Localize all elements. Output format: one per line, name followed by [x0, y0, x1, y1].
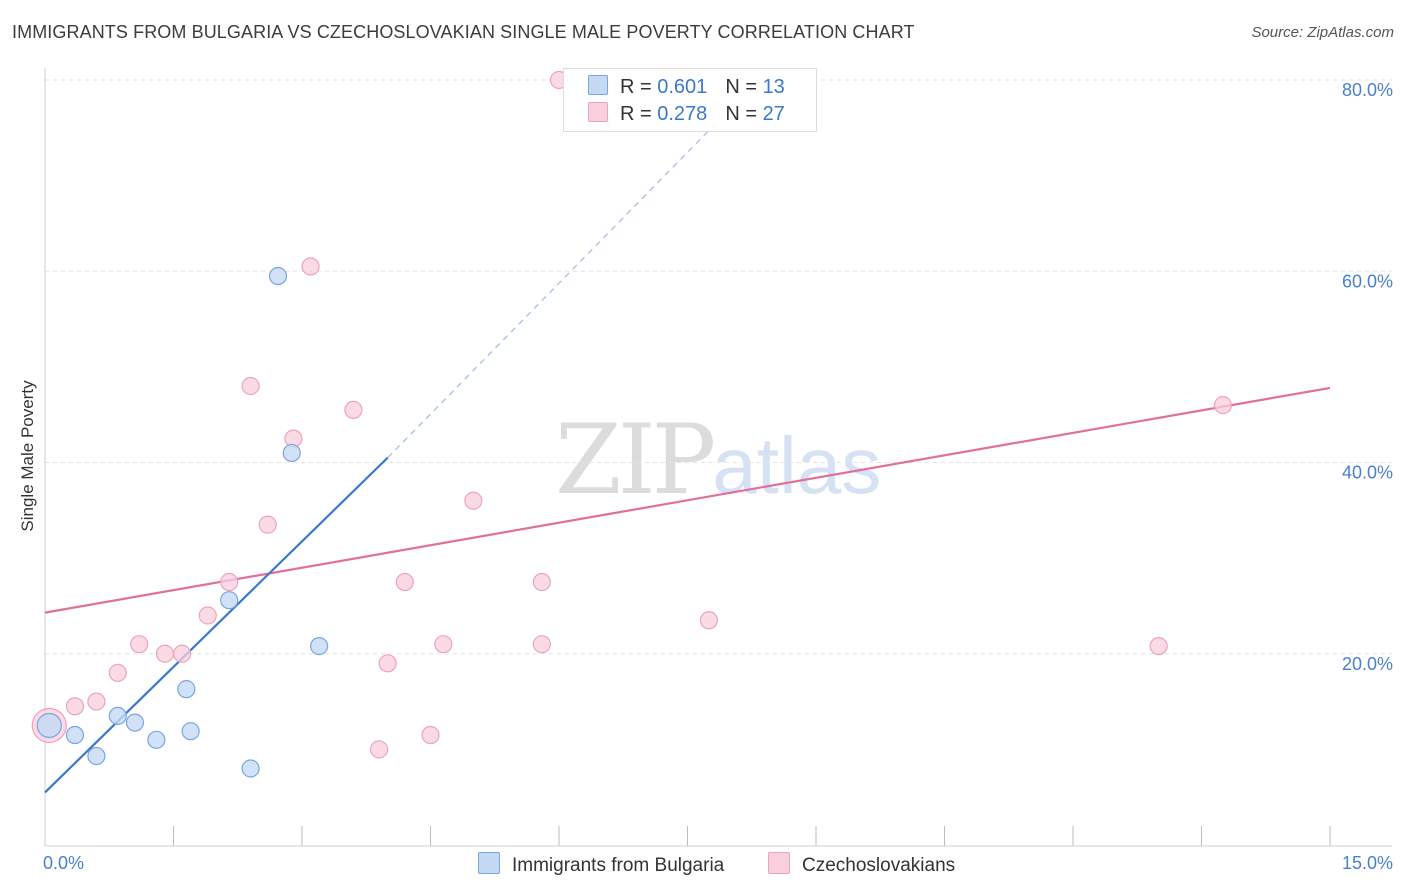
point-czechoslovakians: [155, 644, 175, 663]
point-czechoslovakians: [220, 572, 239, 592]
bottom-legend-bulgaria: Immigrants from Bulgaria: [478, 852, 724, 877]
legend: R = 0.601 N = 13 R = 0.278 N = 27: [563, 68, 817, 132]
point-czechoslovakians: [241, 376, 260, 396]
trend-line-czechoslovakians: [44, 386, 1331, 614]
chart-title: IMMIGRANTS FROM BULGARIA VS CZECHOSLOVAK…: [12, 22, 915, 42]
legend-swatch-pink: [588, 102, 608, 122]
source-label: Source: ZipAtlas.com: [1251, 24, 1394, 41]
point-bulgaria: [241, 759, 260, 778]
point-czechoslovakians: [301, 257, 320, 276]
legend-n-value: 27: [762, 103, 785, 125]
legend-n-value: 13: [762, 76, 785, 98]
y-tick-label: 80.0%: [1342, 80, 1393, 100]
bottom-legend-label: Czechoslovakians: [802, 855, 956, 876]
point-czechoslovakians: [87, 692, 106, 711]
tick-labels: 20.0% 40.0% 60.0% 80.0% 0.0% 15.0%: [43, 80, 1393, 873]
point-czechoslovakians: [532, 572, 551, 592]
bottom-legend-swatch-blue: [478, 852, 500, 874]
point-bulgaria: [108, 706, 127, 726]
point-czechoslovakians: [434, 635, 453, 654]
point-czechoslovakians: [344, 400, 363, 420]
point-czechoslovakians: [1213, 396, 1233, 415]
bottom-legend-label: Immigrants from Bulgaria: [512, 855, 725, 876]
trend-lines: [44, 108, 1331, 794]
point-czechoslovakians: [172, 644, 192, 663]
legend-r-value: 0.278: [657, 103, 708, 125]
point-czechoslovakians: [108, 663, 127, 682]
point-bulgaria: [220, 591, 239, 610]
axes: [44, 68, 1392, 847]
legend-r-label: R =: [620, 76, 652, 98]
y-tick-label: 40.0%: [1342, 463, 1393, 483]
point-czechoslovakians: [198, 606, 217, 625]
legend-r-label: R =: [620, 103, 652, 125]
bottom-legend-czechoslovakians: Czechoslovakians: [768, 852, 955, 877]
data-points: [31, 70, 1233, 778]
point-czechoslovakians: [65, 697, 85, 716]
x-tick-label-max: 15.0%: [1342, 853, 1393, 873]
legend-n-label: N =: [725, 76, 757, 98]
point-czechoslovakians: [130, 635, 149, 654]
grid-lines: [45, 79, 1392, 655]
point-czechoslovakians: [370, 740, 389, 759]
point-bulgaria: [36, 712, 62, 739]
y-tick-label: 60.0%: [1342, 271, 1393, 291]
point-bulgaria: [125, 713, 145, 732]
y-tick-label: 20.0%: [1342, 654, 1393, 674]
point-czechoslovakians: [421, 725, 440, 745]
legend-row-czechoslovakians: R = 0.278 N = 27: [588, 102, 785, 126]
watermark-zip: ZIP: [555, 404, 716, 516]
point-czechoslovakians: [1149, 636, 1168, 656]
point-bulgaria: [87, 746, 106, 766]
legend-row-bulgaria: R = 0.601 N = 13: [588, 75, 785, 99]
point-bulgaria: [310, 636, 329, 656]
watermark-atlas: atlas: [712, 421, 882, 510]
point-czechoslovakians: [464, 491, 483, 510]
legend-n-label: N =: [725, 103, 757, 125]
point-bulgaria: [65, 725, 85, 745]
point-bulgaria: [268, 266, 288, 286]
bottom-legend-swatch-pink: [768, 852, 790, 874]
trend-line-bulgaria: [44, 456, 389, 794]
point-czechoslovakians: [258, 515, 277, 534]
legend-swatch-blue: [588, 75, 608, 95]
point-czechoslovakians: [532, 635, 551, 654]
point-czechoslovakians: [395, 572, 414, 592]
x-tick-label-min: 0.0%: [43, 853, 84, 873]
point-bulgaria: [177, 680, 196, 699]
point-bulgaria: [147, 730, 166, 749]
trend-line-bulgaria-extension: [387, 108, 731, 459]
point-czechoslovakians: [378, 654, 397, 673]
point-bulgaria: [181, 722, 200, 741]
point-bulgaria: [282, 443, 301, 463]
legend-r-value: 0.601: [657, 76, 708, 98]
watermark: ZIPatlas: [555, 404, 881, 516]
point-czechoslovakians: [699, 611, 719, 630]
